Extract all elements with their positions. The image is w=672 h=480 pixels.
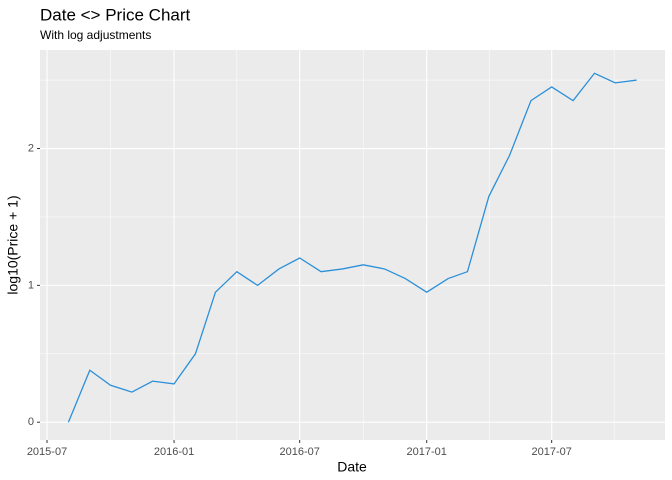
- x-axis-label: Date: [337, 459, 367, 475]
- y-tick-label: 1: [28, 279, 34, 291]
- chart-subtitle: With log adjustments: [40, 28, 151, 42]
- x-tick-label: 2015-07: [27, 446, 67, 458]
- y-tick-label: 2: [28, 142, 34, 154]
- x-tick-label: 2016-01: [154, 446, 194, 458]
- chart-title: Date <> Price Chart: [40, 5, 191, 24]
- plot-panel: [40, 50, 665, 440]
- x-tick-label: 2017-07: [531, 446, 571, 458]
- y-tick-label: 0: [28, 416, 34, 428]
- marks: [67, 72, 637, 423]
- x-tick-label: 2017-01: [407, 446, 447, 458]
- price-line: [67, 72, 637, 423]
- x-tick-label: 2016-07: [279, 446, 319, 458]
- grid: [40, 50, 665, 440]
- y-axis-label: log10(Price + 1): [5, 195, 21, 294]
